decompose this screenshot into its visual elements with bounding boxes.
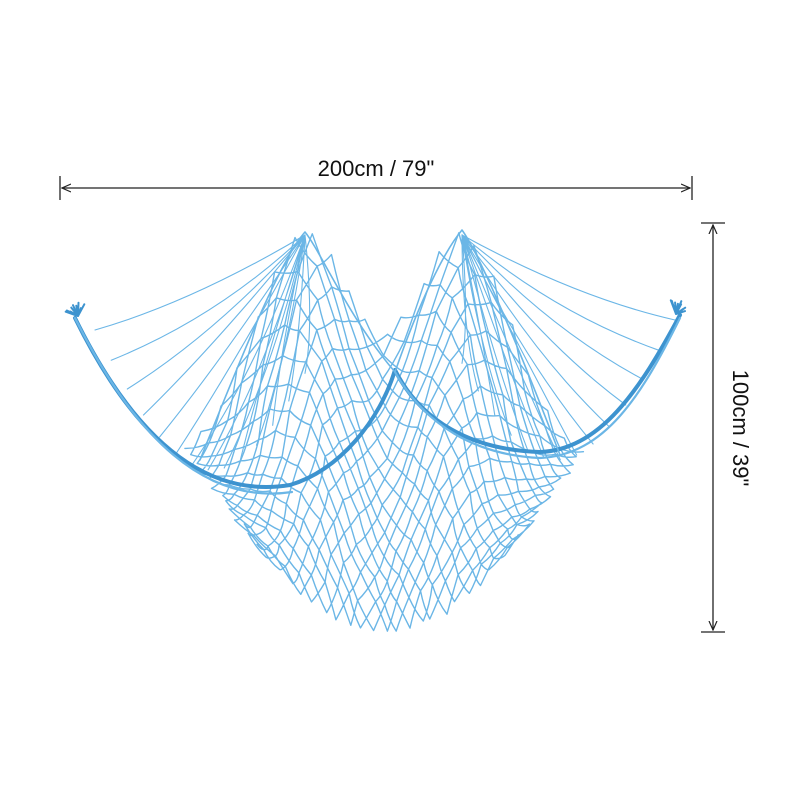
right-rope-strand xyxy=(393,316,682,460)
height-dimension: 100cm / 39" xyxy=(701,222,753,633)
net-upper-mesh xyxy=(94,234,676,471)
height-label: 100cm / 39" xyxy=(728,370,753,487)
net-mesh xyxy=(184,232,585,632)
left-rope-strand xyxy=(73,316,294,495)
left-peak-edge xyxy=(199,231,396,461)
rope-frayed-ends xyxy=(64,299,687,317)
width-dimension: 200cm / 79" xyxy=(59,156,693,200)
width-label: 200cm / 79" xyxy=(318,156,435,181)
fishing-net-image xyxy=(64,229,687,632)
right-peak-edge xyxy=(394,229,561,456)
